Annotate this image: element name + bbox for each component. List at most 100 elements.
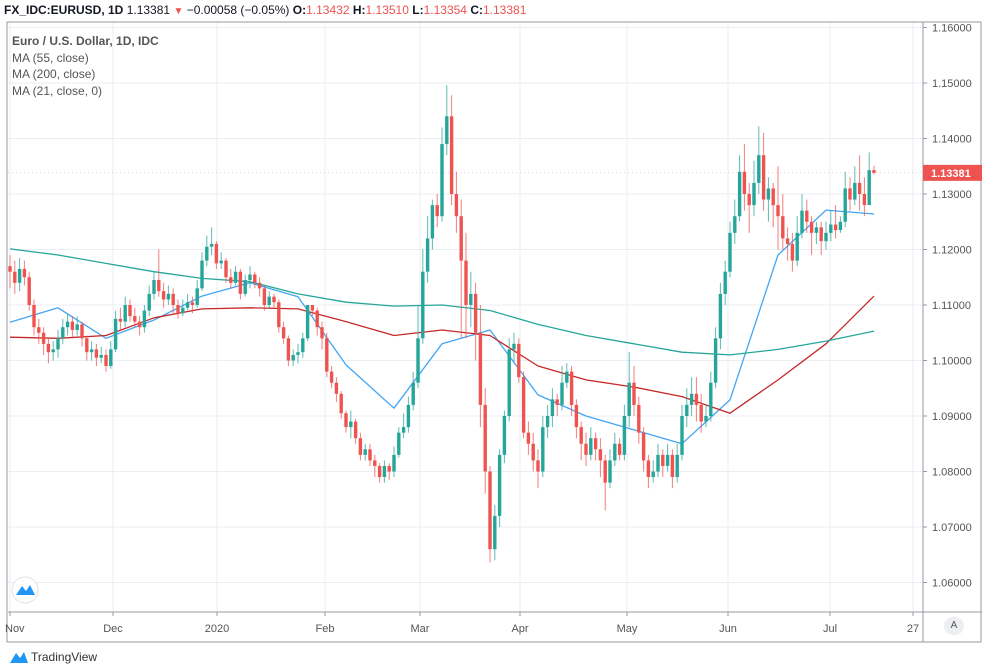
candle[interactable]	[790, 232, 795, 272]
candle[interactable]	[325, 332, 329, 378]
candle[interactable]	[353, 418, 358, 444]
candle[interactable]	[752, 160, 756, 217]
candle[interactable]	[862, 177, 867, 217]
candle[interactable]	[416, 305, 420, 389]
candle[interactable]	[694, 377, 699, 422]
candle[interactable]	[233, 266, 238, 286]
candle[interactable]	[291, 349, 295, 367]
candle[interactable]	[368, 443, 372, 466]
candle[interactable]	[315, 307, 319, 336]
candle[interactable]	[766, 177, 771, 222]
candle[interactable]	[430, 199, 435, 250]
candle[interactable]	[565, 363, 569, 389]
candle[interactable]	[157, 249, 161, 297]
candle[interactable]	[37, 318, 41, 344]
candle[interactable]	[478, 305, 483, 428]
candle[interactable]	[685, 388, 689, 428]
candle[interactable]	[785, 227, 790, 261]
candle[interactable]	[133, 307, 137, 328]
candle[interactable]	[718, 282, 723, 350]
candle[interactable]	[329, 366, 334, 389]
candle[interactable]	[185, 293, 190, 311]
candle[interactable]	[824, 221, 828, 250]
candle[interactable]	[344, 410, 348, 433]
candle[interactable]	[401, 413, 406, 439]
candle[interactable]	[459, 199, 463, 339]
candle[interactable]	[598, 438, 603, 478]
candle[interactable]	[656, 443, 660, 478]
candle[interactable]	[646, 454, 651, 489]
candle[interactable]	[829, 210, 833, 242]
candle[interactable]	[872, 165, 876, 175]
candle[interactable]	[574, 399, 579, 439]
auto-scale-button[interactable]: A	[944, 617, 964, 635]
candle[interactable]	[728, 221, 732, 278]
candle[interactable]	[555, 393, 559, 416]
candle[interactable]	[569, 366, 574, 416]
candle[interactable]	[608, 449, 612, 489]
tradingview-branding[interactable]: TradingView	[10, 650, 97, 664]
candle[interactable]	[262, 285, 267, 311]
candle[interactable]	[541, 416, 545, 478]
candle[interactable]	[80, 321, 84, 347]
candle[interactable]	[152, 271, 156, 300]
candle[interactable]	[670, 449, 675, 489]
candle[interactable]	[190, 296, 195, 314]
candle[interactable]	[512, 332, 516, 364]
candle[interactable]	[742, 144, 747, 211]
candle[interactable]	[320, 321, 324, 350]
candle[interactable]	[257, 277, 262, 297]
candle[interactable]	[406, 396, 411, 433]
chart-logo-icon[interactable]	[11, 576, 39, 604]
candle[interactable]	[771, 182, 775, 228]
candle[interactable]	[272, 293, 276, 308]
candle[interactable]	[853, 166, 857, 206]
candle[interactable]	[843, 171, 847, 228]
candle[interactable]	[699, 393, 703, 433]
candle[interactable]	[857, 155, 862, 211]
candle[interactable]	[713, 327, 718, 389]
candle[interactable]	[128, 299, 132, 322]
candle[interactable]	[632, 366, 636, 416]
candle[interactable]	[339, 391, 343, 419]
candle[interactable]	[8, 255, 12, 289]
candle[interactable]	[277, 299, 281, 333]
candle[interactable]	[214, 241, 219, 269]
candle[interactable]	[46, 338, 51, 364]
candle[interactable]	[526, 421, 531, 455]
candle[interactable]	[238, 268, 243, 300]
candle[interactable]	[641, 427, 646, 472]
legend-ma200[interactable]: MA (200, close)	[12, 67, 96, 81]
candle[interactable]	[363, 443, 367, 461]
candle[interactable]	[142, 305, 147, 333]
candle[interactable]	[32, 299, 36, 336]
candle[interactable]	[387, 463, 391, 480]
candle[interactable]	[723, 260, 727, 305]
candle[interactable]	[661, 449, 665, 478]
candle[interactable]	[358, 432, 363, 461]
candle[interactable]	[118, 307, 123, 330]
candle[interactable]	[589, 427, 593, 461]
candle[interactable]	[243, 274, 247, 297]
candle[interactable]	[176, 299, 180, 319]
candle[interactable]	[521, 371, 526, 439]
candle[interactable]	[229, 268, 233, 289]
candle[interactable]	[209, 227, 214, 256]
candle[interactable]	[99, 346, 103, 364]
candle[interactable]	[449, 95, 454, 206]
candle[interactable]	[195, 280, 199, 308]
candle[interactable]	[507, 338, 511, 422]
candle[interactable]	[41, 327, 46, 355]
candle[interactable]	[637, 396, 641, 444]
candle[interactable]	[469, 271, 473, 328]
candle[interactable]	[13, 260, 17, 294]
candle[interactable]	[579, 421, 583, 461]
candle[interactable]	[373, 454, 377, 478]
candle[interactable]	[305, 305, 310, 342]
candle[interactable]	[464, 232, 468, 339]
candle[interactable]	[94, 343, 99, 367]
candle[interactable]	[137, 316, 142, 336]
candle[interactable]	[689, 377, 694, 416]
legend-ma21[interactable]: MA (21, close, 0)	[12, 83, 103, 98]
